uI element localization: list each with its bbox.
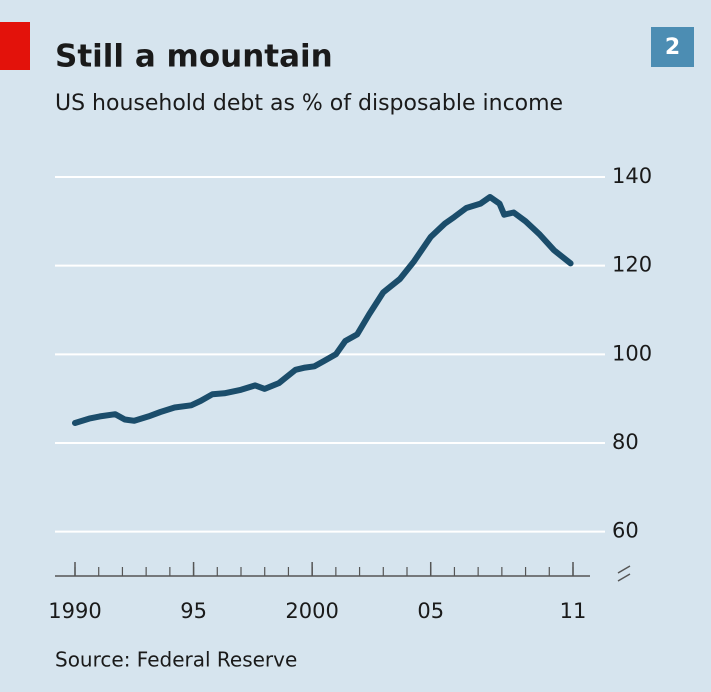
axis-break (617, 565, 631, 582)
data-line (72, 194, 574, 426)
badge-box (651, 27, 694, 67)
x-tick-label: 1990 (48, 599, 101, 623)
x-tick-label: 95 (180, 599, 207, 623)
chart-title: Still a mountain (55, 39, 333, 75)
x-tick-label: 05 (417, 599, 444, 623)
red-tab (0, 22, 30, 70)
y-tick-label: 140 (612, 164, 652, 188)
break-mark (617, 565, 631, 582)
y-tick-label: 100 (612, 341, 652, 365)
y-tick-label: 120 (612, 253, 652, 277)
x-tick-label: 11 (560, 599, 587, 623)
x-tick-label: 2000 (285, 599, 338, 623)
y-tick-label: 60 (612, 519, 639, 543)
source: Source: Federal Reserve (55, 648, 297, 672)
chart-subtitle: US household debt as % of disposable inc… (55, 91, 563, 116)
badge: 2 (665, 35, 680, 60)
y-tick-label: 80 (612, 430, 639, 454)
